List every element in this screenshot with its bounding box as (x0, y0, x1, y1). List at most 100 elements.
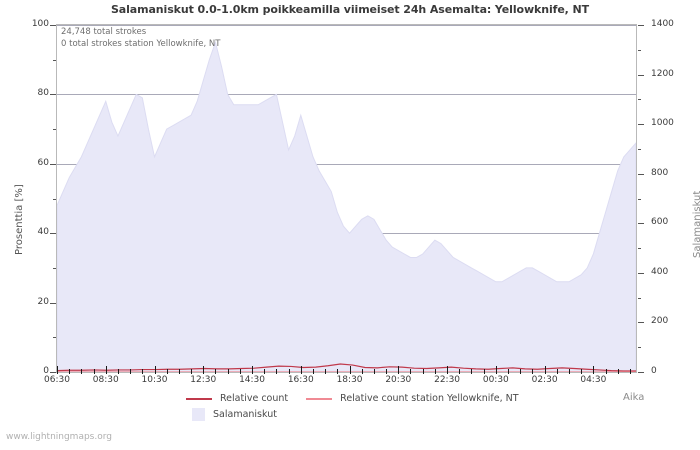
x-tick-minor (556, 369, 558, 374)
legend-label: Relative count station Yellowknife, NT (340, 393, 519, 404)
y-tick-right (638, 272, 644, 274)
x-tick-label: 22:30 (434, 375, 461, 385)
gridline (57, 25, 636, 26)
x-tick-minor (434, 369, 436, 374)
x-tick-minor (178, 369, 180, 374)
x-axis-title: Aika (623, 392, 645, 403)
x-tick-label: 00:30 (482, 375, 509, 385)
y-tick-left (50, 302, 56, 304)
line-path-relative-count (57, 363, 636, 372)
x-tick (495, 366, 497, 374)
x-tick-minor (264, 369, 266, 374)
y-tick-left-minor (53, 129, 56, 131)
x-tick-minor (373, 369, 375, 374)
y-tick-right-minor (638, 297, 641, 299)
x-tick-minor (81, 369, 83, 374)
legend-item[interactable]: Relative count (186, 393, 288, 404)
y-tick-right (638, 322, 644, 324)
y-tick-label-left: 40 (37, 227, 49, 238)
x-tick-minor (459, 369, 461, 374)
y-tick-left-minor (53, 59, 56, 61)
legend-line-swatch (306, 397, 333, 400)
x-tick-minor (325, 369, 327, 374)
x-tick-label: 04:30 (580, 375, 607, 385)
y-tick-label-right: 1000 (651, 118, 674, 129)
y-tick-right (638, 223, 644, 225)
x-tick-label: 02:30 (531, 375, 558, 385)
y-axis-left-title: Prosenttia [%] (14, 184, 25, 255)
x-tick (349, 366, 351, 374)
y-axis-right-title: Salamaniskut (692, 190, 700, 258)
x-tick-label: 12:30 (190, 375, 217, 385)
x-tick-minor (191, 369, 193, 374)
x-tick (57, 366, 58, 374)
x-tick-label: 16:30 (287, 375, 314, 385)
x-tick-minor (422, 369, 424, 374)
x-tick-minor (483, 369, 485, 374)
x-tick (300, 366, 302, 374)
y-tick-label-right: 200 (651, 316, 669, 327)
y-tick-right (638, 124, 644, 126)
x-tick-minor (605, 369, 607, 374)
x-tick-minor (117, 369, 119, 374)
x-tick-label: 08:30 (92, 375, 119, 385)
legend-item[interactable]: Relative count station Yellowknife, NT (306, 393, 519, 404)
x-tick-minor (532, 369, 534, 374)
x-tick (154, 366, 156, 374)
x-tick-minor (312, 369, 314, 374)
x-tick-minor (227, 369, 229, 374)
x-tick-minor (142, 369, 144, 374)
x-tick (447, 366, 449, 374)
y-tick-left (50, 94, 56, 96)
y-tick-label-right: 1200 (651, 68, 674, 79)
x-tick-minor (629, 369, 631, 374)
y-tick-label-right: 600 (651, 217, 669, 228)
series-area-salamaniskut (57, 40, 636, 372)
x-tick-minor (617, 369, 619, 374)
gridline (57, 163, 636, 165)
x-tick-minor (288, 369, 290, 374)
series-line-relative-count (57, 363, 636, 372)
x-tick-minor (568, 369, 570, 374)
y-tick-left (50, 163, 56, 165)
x-tick-minor (508, 369, 509, 374)
y-tick-right-minor (638, 99, 641, 101)
x-tick (593, 366, 595, 374)
legend-label: Relative count (220, 393, 289, 404)
y-tick-right-minor (638, 347, 641, 349)
x-tick-label: 06:30 (44, 375, 70, 385)
x-tick-label: 18:30 (336, 375, 363, 385)
x-tick (203, 366, 205, 374)
x-tick-label: 20:30 (385, 375, 412, 385)
y-tick-left-minor (53, 337, 56, 339)
y-tick-label-left: 100 (31, 19, 49, 29)
gridline (57, 94, 636, 96)
y-tick-right (638, 173, 644, 175)
y-tick-left (50, 372, 56, 373)
y-tick-right-minor (638, 248, 641, 250)
x-tick-minor (276, 369, 278, 374)
x-tick (398, 366, 400, 374)
y-tick-right (638, 74, 644, 76)
x-tick (105, 366, 107, 374)
y-tick-label-right: 800 (651, 167, 669, 178)
plot-area: 24,748 total strokes 0 total strokes sta… (56, 24, 637, 373)
annotation-total-strokes: 24,748 total strokes (61, 27, 147, 37)
legend-item[interactable]: Salamaniskut (186, 408, 277, 421)
y-tick-right (638, 25, 644, 26)
x-tick-label: 14:30 (239, 375, 265, 385)
y-tick-left (50, 25, 56, 26)
y-tick-label-right: 1400 (651, 19, 674, 29)
legend-line-swatch (186, 397, 212, 400)
x-tick (252, 366, 254, 374)
page-title: Salamaniskut 0.0-1.0km poikkeamilla viim… (110, 3, 589, 16)
y-tick-right-minor (638, 148, 641, 150)
y-tick-right (638, 372, 644, 373)
y-tick-label-left: 0 (43, 366, 49, 376)
legend-label: Salamaniskut (213, 409, 277, 420)
annotation-station-strokes: 0 total strokes station Yellowknife, NT (61, 39, 221, 49)
y-tick-left (50, 233, 56, 235)
x-tick-minor (386, 369, 388, 374)
x-tick-minor (581, 369, 583, 374)
x-tick (544, 366, 546, 374)
